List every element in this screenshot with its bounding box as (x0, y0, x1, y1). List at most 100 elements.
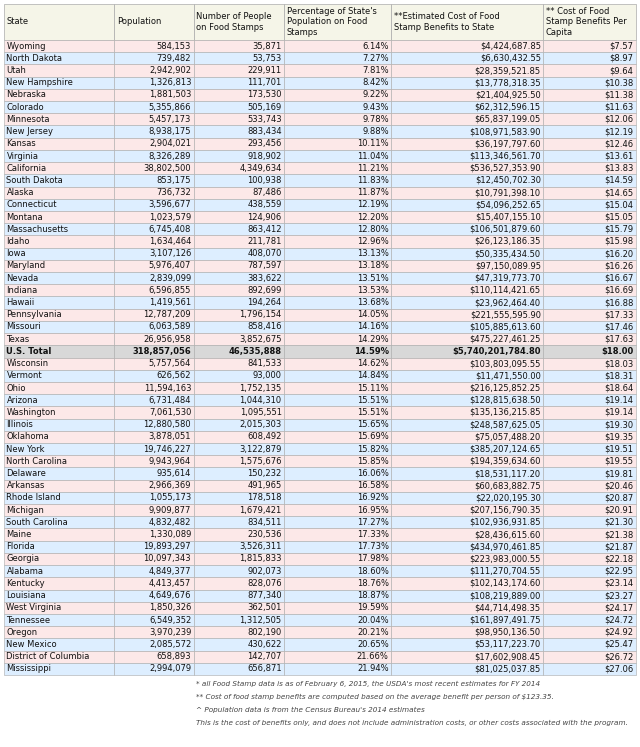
Text: $24.72: $24.72 (604, 616, 634, 624)
Text: 1,419,561: 1,419,561 (149, 298, 191, 307)
Text: Oregon: Oregon (6, 627, 38, 636)
Text: 7,061,530: 7,061,530 (149, 408, 191, 417)
Text: $19.30: $19.30 (604, 420, 634, 430)
Bar (115, 602, 194, 614)
Bar (391, 626, 543, 639)
Bar (115, 137, 194, 150)
Text: $22.18: $22.18 (604, 554, 634, 563)
Text: $24.17: $24.17 (604, 604, 634, 613)
Text: $28,436,615.60: $28,436,615.60 (474, 530, 541, 539)
Text: 178,518: 178,518 (247, 494, 282, 503)
Text: $108,971,583.90: $108,971,583.90 (469, 127, 541, 136)
Bar (194, 345, 284, 358)
Bar (284, 260, 391, 272)
Bar (4, 125, 115, 137)
Text: $108,219,889.00: $108,219,889.00 (470, 591, 541, 600)
Bar (115, 125, 194, 137)
Bar (543, 651, 636, 663)
Text: 802,190: 802,190 (248, 627, 282, 636)
Text: $13,778,318.35: $13,778,318.35 (474, 78, 541, 87)
Text: Florida: Florida (6, 542, 35, 551)
Bar (4, 443, 115, 455)
Bar (543, 247, 636, 260)
Text: $15.05: $15.05 (605, 213, 634, 222)
Bar (543, 284, 636, 297)
Text: $11.38: $11.38 (604, 90, 634, 99)
Bar (194, 309, 284, 321)
Text: $434,970,461.85: $434,970,461.85 (469, 542, 541, 551)
Bar (4, 114, 115, 125)
Bar (194, 187, 284, 199)
Text: 505,169: 505,169 (248, 102, 282, 111)
Text: $8.97: $8.97 (609, 54, 634, 63)
Text: 12.19%: 12.19% (357, 200, 388, 209)
Bar (115, 443, 194, 455)
Text: 26,956,958: 26,956,958 (143, 335, 191, 344)
Bar (4, 602, 115, 614)
Bar (115, 345, 194, 358)
Bar (115, 272, 194, 284)
Bar (4, 187, 115, 199)
Bar (115, 223, 194, 235)
Text: 5,355,866: 5,355,866 (148, 102, 191, 111)
Text: $20.87: $20.87 (604, 494, 634, 503)
Bar (284, 626, 391, 639)
Bar (194, 468, 284, 480)
Text: 15.69%: 15.69% (357, 433, 388, 441)
Text: Maryland: Maryland (6, 261, 45, 270)
Text: $21,404,925.50: $21,404,925.50 (475, 90, 541, 99)
Text: 828,076: 828,076 (247, 579, 282, 588)
Text: Vermont: Vermont (6, 371, 42, 380)
Bar (4, 77, 115, 89)
Text: 3,526,311: 3,526,311 (239, 542, 282, 551)
Text: 9,943,964: 9,943,964 (149, 457, 191, 466)
Text: 13.13%: 13.13% (356, 249, 388, 258)
Bar (543, 272, 636, 284)
Text: 150,232: 150,232 (248, 469, 282, 478)
Text: 7.81%: 7.81% (362, 66, 388, 75)
Bar (391, 370, 543, 382)
Text: 1,055,173: 1,055,173 (149, 494, 191, 503)
Bar (543, 443, 636, 455)
Text: Arizona: Arizona (6, 396, 38, 405)
Text: 17.98%: 17.98% (356, 554, 388, 563)
Text: 20.65%: 20.65% (357, 640, 388, 649)
Text: 1,044,310: 1,044,310 (239, 396, 282, 405)
Text: $12.19: $12.19 (605, 127, 634, 136)
Text: Illinois: Illinois (6, 420, 33, 430)
Bar (4, 260, 115, 272)
Text: 3,970,239: 3,970,239 (149, 627, 191, 636)
Bar (391, 358, 543, 370)
Text: Oklahoma: Oklahoma (6, 433, 49, 441)
Text: $16.88: $16.88 (604, 298, 634, 307)
Bar (194, 651, 284, 663)
Text: 834,511: 834,511 (247, 518, 282, 527)
Text: Virginia: Virginia (6, 152, 38, 161)
Text: 17.73%: 17.73% (356, 542, 388, 551)
Bar (115, 187, 194, 199)
Text: $18,531,117.20: $18,531,117.20 (475, 469, 541, 478)
Text: ** Cost of food stamp benefits are computed based on the average benefit per per: ** Cost of food stamp benefits are compu… (196, 694, 554, 700)
Text: Rhode Island: Rhode Island (6, 494, 61, 503)
Bar (391, 4, 543, 40)
Bar (284, 333, 391, 345)
Bar (115, 40, 194, 52)
Bar (4, 333, 115, 345)
Text: 12,880,580: 12,880,580 (143, 420, 191, 430)
Bar (4, 345, 115, 358)
Bar (391, 565, 543, 577)
Bar (4, 589, 115, 602)
Text: Massachusetts: Massachusetts (6, 225, 68, 234)
Text: 13.18%: 13.18% (356, 261, 388, 270)
Text: 16.92%: 16.92% (357, 494, 388, 503)
Text: $36,197,797.60: $36,197,797.60 (474, 139, 541, 149)
Bar (4, 370, 115, 382)
Bar (284, 4, 391, 40)
Text: $12.06: $12.06 (604, 115, 634, 124)
Text: $22,020,195.30: $22,020,195.30 (475, 494, 541, 503)
Text: **Estimated Cost of Food
Stamp Benefits to State: **Estimated Cost of Food Stamp Benefits … (394, 13, 499, 31)
Bar (284, 297, 391, 309)
Bar (543, 235, 636, 247)
Bar (194, 40, 284, 52)
Bar (284, 602, 391, 614)
